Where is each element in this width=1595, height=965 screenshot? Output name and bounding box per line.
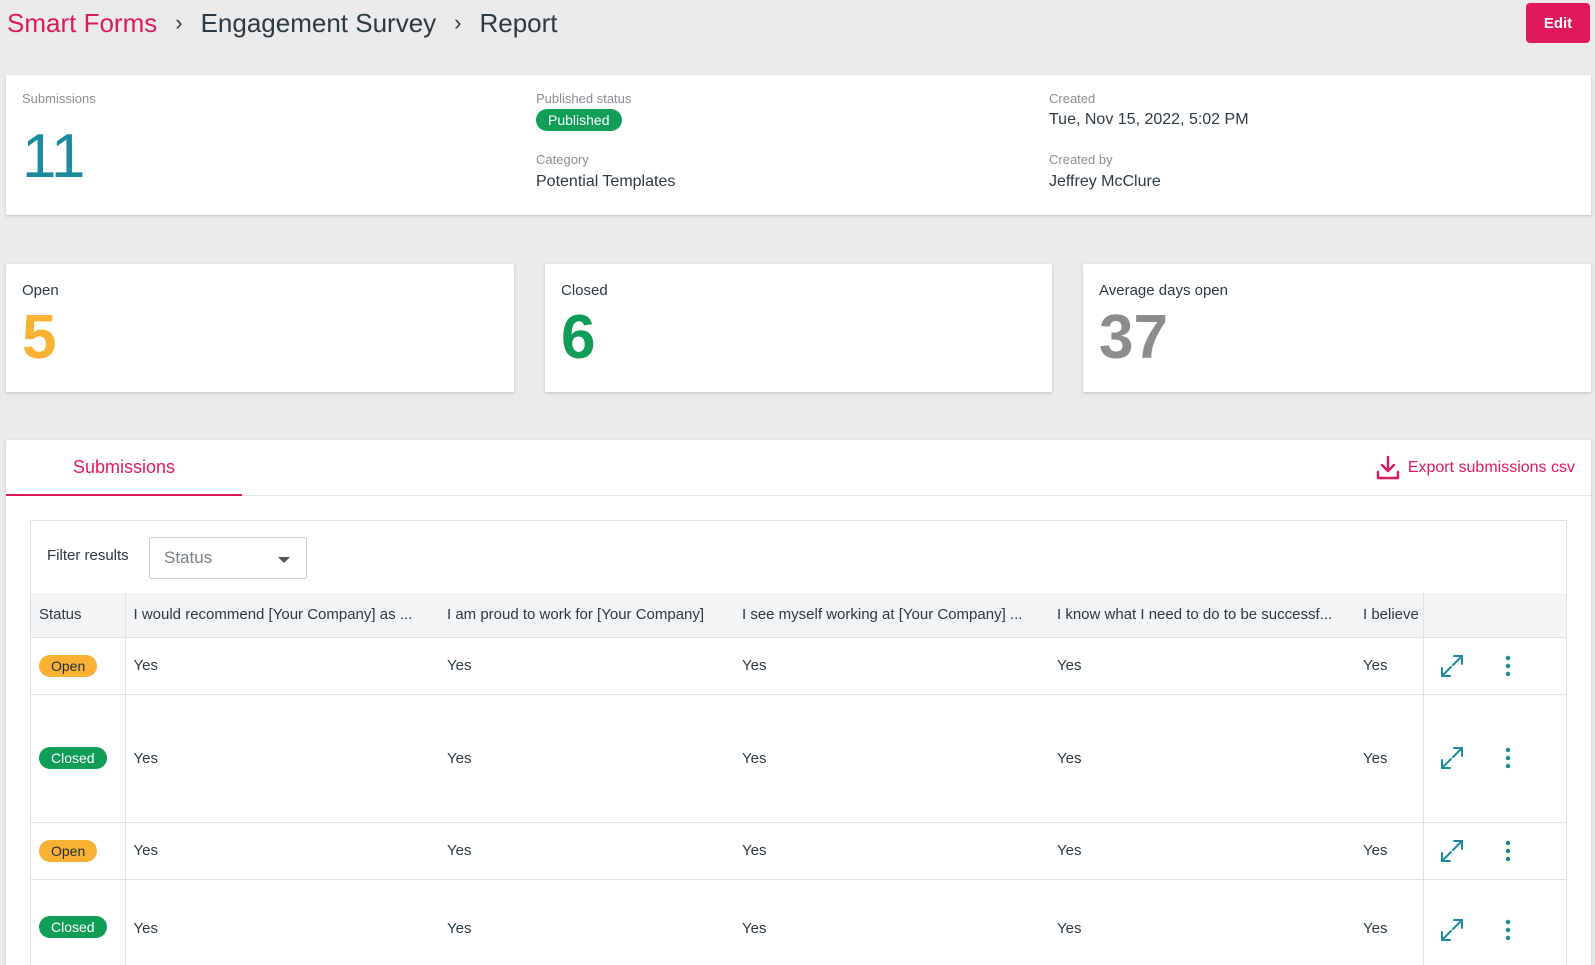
avg-days-stat-value: 37 bbox=[1099, 303, 1168, 372]
submissions-table-panel: Filter results Status Status I would rec… bbox=[30, 520, 1567, 965]
column-header-q5[interactable]: I believe bbox=[1363, 593, 1423, 638]
breadcrumb-separator-2: › bbox=[454, 9, 462, 35]
published-status-badge: Published bbox=[536, 109, 622, 131]
status-badge: Closed bbox=[39, 747, 107, 769]
column-header-actions bbox=[1422, 593, 1566, 638]
top-bar: Smart Forms › Engagement Survey › Report… bbox=[0, 0, 1595, 56]
open-stat-value: 5 bbox=[22, 303, 57, 372]
answer-cell: Yes bbox=[125, 694, 439, 823]
submissions-table: Status I would recommend [Your Company] … bbox=[31, 593, 1566, 965]
tab-submissions[interactable]: Submissions bbox=[6, 440, 242, 496]
row-actions bbox=[1422, 694, 1566, 823]
status-cell: Open bbox=[31, 637, 126, 695]
status-badge: Open bbox=[39, 839, 98, 862]
open-stat-label: Open bbox=[22, 282, 59, 299]
summary-card: Submissions 11 Published status Publishe… bbox=[6, 75, 1591, 215]
answer-cell: Yes bbox=[439, 694, 734, 823]
status-filter-select[interactable]: Status bbox=[149, 537, 307, 579]
answer-cell: Yes bbox=[1049, 822, 1363, 880]
avg-days-stat-label: Average days open bbox=[1099, 282, 1228, 299]
answer-cell: Yes bbox=[1049, 694, 1363, 823]
export-csv-label: Export submissions csv bbox=[1407, 459, 1575, 476]
created-by-value: Jeffrey McClure bbox=[1049, 173, 1161, 190]
status-badge: Open bbox=[39, 654, 98, 677]
submissions-count: 11 bbox=[22, 122, 85, 191]
more-vertical-icon[interactable] bbox=[1480, 746, 1536, 770]
status-cell: Closed bbox=[31, 879, 126, 965]
row-actions bbox=[1422, 822, 1566, 880]
created-label: Created bbox=[1049, 91, 1096, 106]
table-header-row: Status I would recommend [Your Company] … bbox=[31, 593, 1566, 638]
expand-icon[interactable] bbox=[1424, 837, 1480, 865]
export-csv-button[interactable]: Export submissions csv bbox=[1376, 455, 1575, 481]
table-row[interactable]: Open Yes Yes Yes Yes Yes bbox=[31, 822, 1566, 880]
column-header-q4[interactable]: I know what I need to do to be successf.… bbox=[1049, 593, 1363, 638]
closed-stat-card: Closed 6 bbox=[545, 264, 1052, 392]
status-cell: Open bbox=[31, 822, 126, 880]
answer-cell: Yes bbox=[125, 822, 439, 880]
created-value: Tue, Nov 15, 2022, 5:02 PM bbox=[1049, 111, 1249, 128]
status-filter-value: Status bbox=[164, 548, 213, 567]
avg-days-stat-card: Average days open 37 bbox=[1083, 264, 1591, 392]
expand-icon[interactable] bbox=[1424, 916, 1480, 944]
answer-cell: Yes bbox=[1363, 694, 1423, 823]
breadcrumb-form[interactable]: Engagement Survey bbox=[200, 8, 437, 38]
expand-icon[interactable] bbox=[1424, 744, 1480, 772]
category-value: Potential Templates bbox=[536, 173, 676, 190]
answer-cell: Yes bbox=[1363, 637, 1423, 695]
answer-cell: Yes bbox=[734, 879, 1049, 965]
row-actions bbox=[1422, 637, 1566, 695]
answer-cell: Yes bbox=[439, 637, 734, 695]
answer-cell: Yes bbox=[1049, 637, 1363, 695]
answer-cell: Yes bbox=[439, 822, 734, 880]
table-row[interactable]: Closed Yes Yes Yes Yes Yes bbox=[31, 879, 1566, 965]
caret-down-icon bbox=[278, 557, 290, 563]
submissions-label: Submissions bbox=[22, 91, 96, 106]
row-actions bbox=[1422, 879, 1566, 965]
created-by-label: Created by bbox=[1049, 152, 1113, 167]
tab-bar: Submissions Export submissions csv bbox=[6, 440, 1591, 496]
download-icon bbox=[1376, 455, 1400, 480]
answer-cell: Yes bbox=[734, 694, 1049, 823]
published-status-label: Published status bbox=[536, 91, 632, 106]
closed-stat-value: 6 bbox=[561, 303, 596, 372]
table-row[interactable]: Closed Yes Yes Yes Yes Yes bbox=[31, 694, 1566, 823]
submissions-section: Submissions Export submissions csv Filte… bbox=[6, 440, 1591, 965]
status-cell: Closed bbox=[31, 694, 126, 823]
answer-cell: Yes bbox=[1049, 879, 1363, 965]
closed-stat-label: Closed bbox=[561, 282, 608, 299]
edit-button[interactable]: Edit bbox=[1526, 3, 1590, 43]
open-stat-card: Open 5 bbox=[6, 264, 514, 392]
filter-results-label: Filter results bbox=[47, 547, 129, 564]
breadcrumb-report: Report bbox=[479, 8, 558, 38]
column-header-status[interactable]: Status bbox=[31, 593, 126, 638]
table-row[interactable]: Open Yes Yes Yes Yes Yes bbox=[31, 637, 1566, 695]
column-header-q1[interactable]: I would recommend [Your Company] as ... bbox=[125, 593, 439, 638]
breadcrumb-smart-forms[interactable]: Smart Forms bbox=[7, 8, 158, 38]
category-label: Category bbox=[536, 152, 589, 167]
answer-cell: Yes bbox=[439, 879, 734, 965]
more-vertical-icon[interactable] bbox=[1480, 839, 1536, 863]
column-header-q2[interactable]: I am proud to work for [Your Company] bbox=[439, 593, 734, 638]
answer-cell: Yes bbox=[1363, 822, 1423, 880]
column-header-q3[interactable]: I see myself working at [Your Company] .… bbox=[734, 593, 1049, 638]
more-vertical-icon[interactable] bbox=[1480, 918, 1536, 942]
answer-cell: Yes bbox=[125, 879, 439, 965]
breadcrumb-separator-1: › bbox=[175, 9, 183, 35]
answer-cell: Yes bbox=[125, 637, 439, 695]
answer-cell: Yes bbox=[734, 822, 1049, 880]
answer-cell: Yes bbox=[1363, 879, 1423, 965]
filter-row: Filter results Status bbox=[31, 521, 1566, 593]
expand-icon[interactable] bbox=[1424, 652, 1480, 680]
more-vertical-icon[interactable] bbox=[1480, 654, 1536, 678]
breadcrumb: Smart Forms › Engagement Survey › Report bbox=[7, 8, 558, 39]
status-badge: Closed bbox=[39, 915, 107, 938]
answer-cell: Yes bbox=[734, 637, 1049, 695]
